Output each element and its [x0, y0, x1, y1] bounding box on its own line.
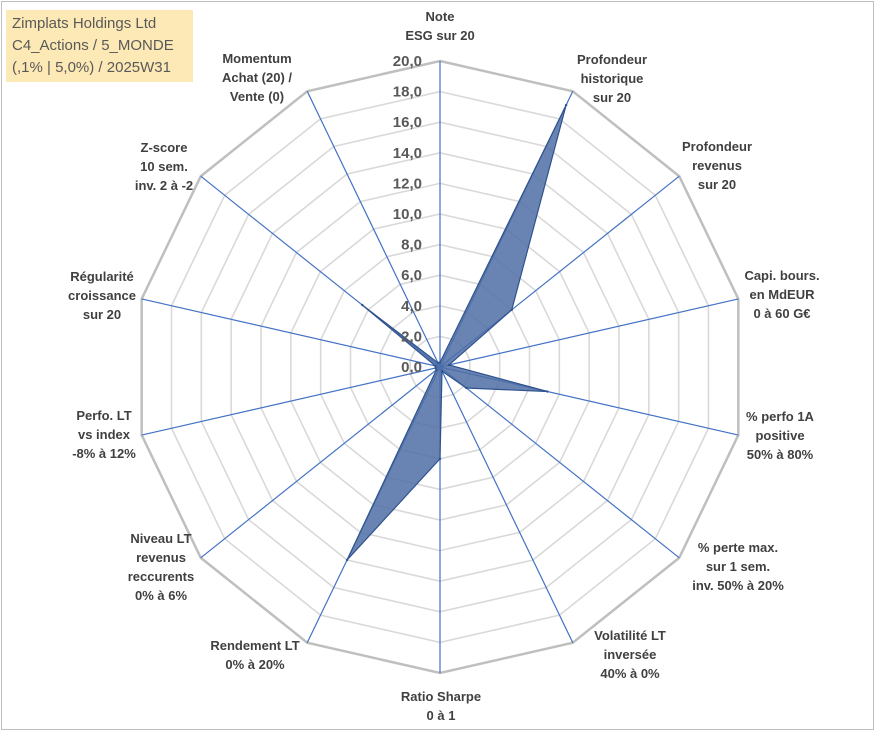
axis-label: Perfo. LT vs index -8% à 12%: [72, 408, 136, 461]
tick-label: 0,0: [401, 359, 422, 376]
series-point: [447, 363, 451, 367]
series-point: [435, 368, 438, 372]
axis-label: % perte max. sur 1 sem. inv. 50% à 20%: [692, 540, 784, 593]
tick-label: 12,0: [393, 175, 422, 192]
series-point: [434, 366, 437, 370]
tick-label: 18,0: [393, 84, 422, 101]
title-category: C4_Actions / 5_MONDE: [12, 37, 174, 54]
series-area: [346, 104, 567, 561]
series-point: [564, 103, 568, 107]
series-point: [345, 558, 349, 562]
axis-label: Note ESG sur 20: [405, 9, 474, 43]
chart-title-box: Zimplats Holdings Ltd C4_Actions / 5_MON…: [6, 10, 193, 82]
series-layer: [345, 103, 568, 562]
tick-label: 20,0: [393, 53, 422, 70]
tick-label: 4,0: [401, 298, 422, 315]
axis-label: Capi. bours. en MdEUR 0 à 60 G€: [744, 268, 819, 321]
axis-label-layer: Note ESG sur 20 Profondeur historique sur 20…: [68, 9, 820, 723]
axis-label: Niveau LT revenus reccurents 0% à 6%: [128, 531, 194, 603]
axis-label: Ratio Sharpe 0 à 1: [401, 689, 481, 723]
tick-label: 6,0: [401, 267, 422, 284]
series-point: [361, 303, 364, 307]
axis-label: % perfo 1A positive 50% à 80%: [746, 409, 815, 462]
axis-label: Profondeur historique sur 20: [577, 52, 647, 105]
tick-label: 14,0: [393, 145, 422, 162]
axis-label: Régularité croissance sur 20: [68, 269, 136, 322]
axis-spoke: [200, 366, 441, 559]
axis-label: Profondeur revenus sur 20: [682, 139, 752, 192]
axis-spoke: [306, 91, 441, 368]
tick-label: 8,0: [401, 237, 422, 254]
axis-label: Volatilité LT inversée 40% à 0%: [594, 628, 666, 681]
series-point: [438, 361, 442, 364]
series-point: [434, 364, 437, 368]
axis-spoke: [141, 298, 441, 368]
series-point: [465, 386, 468, 390]
series-point: [438, 457, 442, 460]
axis-spoke: [439, 298, 739, 368]
title-company: Zimplats Holdings Ltd: [12, 15, 157, 32]
title-period: (,1% | 5,0%) / 2025W31: [12, 59, 171, 76]
tick-label: 2,0: [401, 328, 422, 345]
series-point: [436, 361, 440, 365]
tick-label: 16,0: [393, 114, 422, 131]
axis-label: Rendement LT 0% à 20%: [210, 638, 299, 672]
series-point: [546, 390, 549, 393]
axis-spoke: [439, 366, 574, 643]
tick-label: 10,0: [393, 206, 422, 223]
axis-spoke: [439, 366, 680, 559]
axis-label: Momentum Achat (20) / Vente (0): [222, 51, 292, 104]
tick-label-layer: 0,0 2,0 4,0 6,0 8,0 10,0 12,0 14,0 16,0 18,0 20,0: [393, 53, 422, 376]
series-point: [440, 369, 444, 373]
axis-spoke: [141, 366, 441, 436]
series-point: [510, 308, 513, 311]
axis-label: Z-score 10 sem. inv. 2 à -2: [135, 140, 193, 193]
